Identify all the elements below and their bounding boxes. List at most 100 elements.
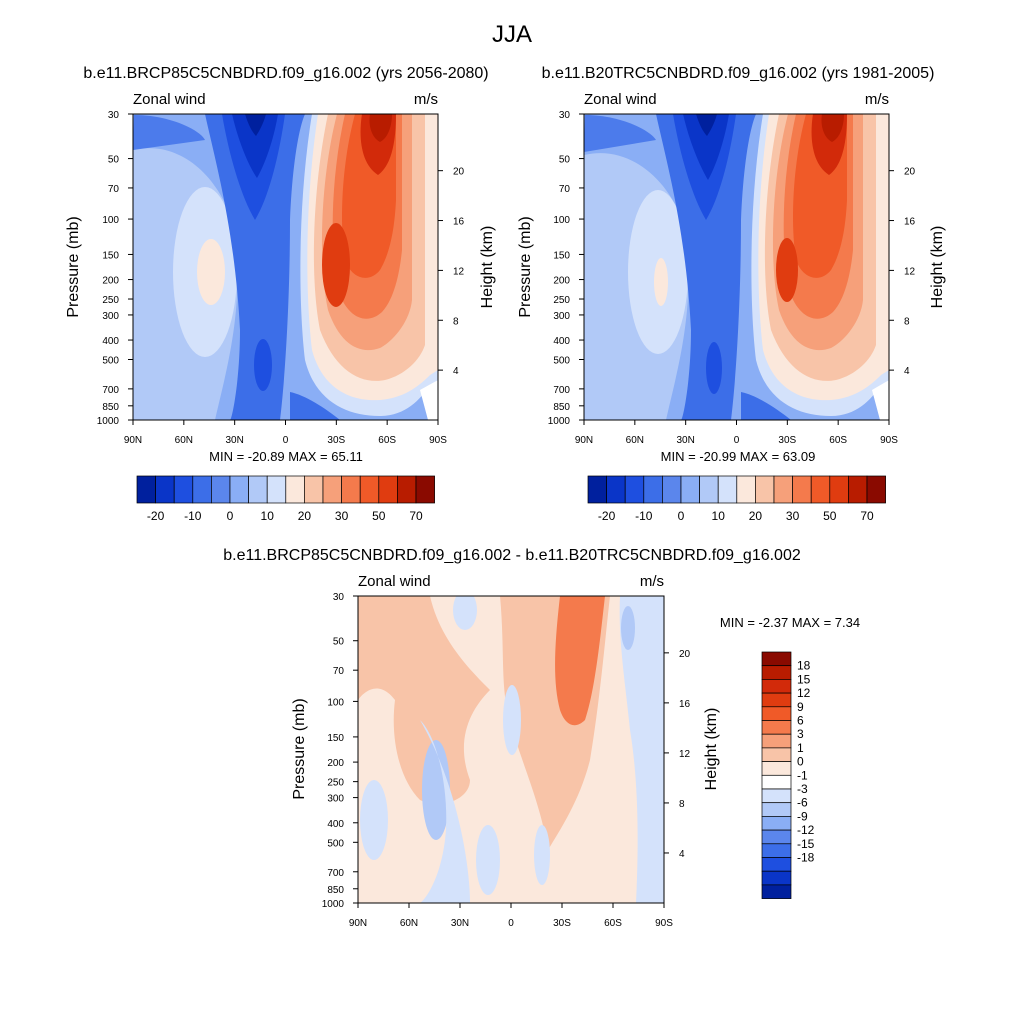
colorbar-swatch	[717, 475, 738, 504]
panel-2-pressure-ticks: 30 50 70 100 150 200 250 300 400 500 700 850 1000	[548, 110, 584, 427]
colorbar-swatch	[266, 475, 287, 504]
colorbar-swatch	[699, 475, 719, 504]
pressure-tick-label: 700	[102, 385, 119, 396]
colorbar-swatch	[229, 475, 249, 504]
colorbar-label: 20	[298, 509, 312, 523]
latitude-tick-label: 30S	[778, 435, 796, 446]
colorbar-swatch	[643, 475, 663, 504]
height-tick-label: 16	[679, 699, 691, 710]
colorbar-swatch	[248, 475, 268, 504]
page-title: JJA	[492, 21, 532, 48]
height-tick-label: 16	[904, 217, 916, 228]
colorbar-swatch	[304, 475, 324, 504]
colorbar-swatch	[761, 857, 792, 872]
colorbar-label: 0	[678, 509, 685, 523]
colorbar-label: 70	[860, 509, 874, 523]
colorbar-label: -1	[797, 768, 808, 782]
pressure-tick-label: 400	[553, 336, 570, 347]
colorbar-label: -9	[797, 809, 808, 823]
height-tick-label: 20	[904, 167, 916, 178]
latitude-tick-label: 90N	[349, 918, 367, 929]
pressure-tick-label: 150	[102, 250, 119, 261]
latitude-tick-label: 90N	[575, 435, 593, 446]
height-tick-label: 12	[904, 266, 916, 277]
panel-2-ylabel: Pressure (mb)	[517, 216, 534, 317]
latitude-tick-label: 90N	[124, 435, 142, 446]
pressure-tick-label: 30	[559, 110, 571, 121]
colorbar-label: -18	[797, 851, 815, 865]
pressure-tick-label: 500	[102, 356, 119, 367]
colorbar-swatch	[792, 475, 812, 504]
colorbar-swatch	[136, 475, 156, 504]
panel-3-pressure-ticks: 30 50 70 100 150 200 250 300 400 500 700 850 1000	[322, 592, 358, 910]
panel-3: b.e11.BRCP85C5CNBDRD.f09_g16.002 - b.e11…	[223, 547, 860, 929]
pressure-tick-label: 50	[559, 155, 571, 166]
latitude-tick-label: 60S	[378, 435, 396, 446]
panel-3-contours	[358, 596, 664, 903]
colorbar-swatch	[755, 475, 775, 504]
colorbar-swatch	[761, 679, 792, 694]
colorbar-swatch	[848, 475, 868, 504]
panel-1: b.e11.BRCP85C5CNBDRD.f09_g16.002 (yrs 20…	[65, 65, 496, 523]
colorbar-swatch	[155, 475, 175, 504]
colorbar-swatch	[761, 870, 792, 886]
panel-1-min-max: MIN = -20.89 MAX = 65.11	[209, 449, 363, 464]
height-tick-label: 16	[453, 217, 465, 228]
pressure-tick-label: 500	[553, 356, 570, 367]
panel-3-lat-ticks: 90N 60N 30N 0 30S 60S 90S	[349, 903, 673, 929]
colorbar-label: 50	[823, 509, 837, 523]
panel-3-right-label: m/s	[640, 573, 664, 590]
pressure-tick-label: 70	[108, 184, 120, 195]
pressure-tick-label: 850	[102, 402, 119, 413]
colorbar-swatch	[173, 475, 194, 504]
height-tick-label: 4	[453, 366, 459, 377]
panel-3-title: b.e11.BRCP85C5CNBDRD.f09_g16.002 - b.e11…	[223, 547, 801, 564]
colorbar-label: -3	[797, 782, 808, 796]
colorbar-swatch	[606, 475, 626, 504]
colorbar-swatch	[761, 761, 792, 776]
pressure-tick-label: 400	[327, 819, 344, 830]
pressure-tick-label: 400	[102, 336, 119, 347]
colorbar-label: -20	[598, 509, 616, 523]
colorbar-swatch	[761, 843, 792, 858]
latitude-tick-label: 30N	[225, 435, 243, 446]
colorbar-swatch	[829, 475, 849, 504]
pressure-tick-label: 250	[553, 295, 570, 306]
colorbar-label: -6	[797, 796, 808, 810]
height-tick-label: 12	[453, 266, 465, 277]
colorbar-swatch	[761, 733, 792, 749]
colorbar-label: 10	[712, 509, 726, 523]
colorbar-swatch	[761, 692, 792, 708]
pressure-tick-label: 850	[553, 402, 570, 413]
panel-2-height-ticks: 4 8 12 16 20	[889, 167, 916, 377]
pressure-tick-label: 200	[102, 276, 119, 287]
latitude-tick-label: 60N	[175, 435, 193, 446]
pressure-tick-label: 1000	[97, 416, 120, 427]
pressure-tick-label: 250	[327, 778, 344, 789]
colorbar-label: 15	[797, 672, 811, 686]
latitude-tick-label: 30S	[327, 435, 345, 446]
latitude-tick-label: 60N	[626, 435, 644, 446]
pressure-tick-label: 700	[553, 385, 570, 396]
pressure-tick-label: 50	[108, 155, 120, 166]
latitude-tick-label: 0	[734, 435, 740, 446]
pressure-tick-label: 850	[327, 885, 344, 896]
pressure-tick-label: 250	[102, 295, 119, 306]
latitude-tick-label: 60S	[829, 435, 847, 446]
colorbar-swatch	[761, 706, 792, 721]
colorbar-swatch	[736, 475, 756, 504]
panel-2-lat-ticks: 90N 60N 30N 0 30S 60S 90S	[575, 420, 898, 446]
colorbar-swatch	[624, 475, 645, 504]
colorbar-swatch	[761, 816, 792, 831]
colorbar-label: 30	[786, 509, 800, 523]
colorbar-swatch	[761, 884, 792, 899]
colorbar-swatch	[680, 475, 700, 504]
panel-3-height-ticks: 4 8 12 16 20	[664, 649, 691, 860]
height-tick-label: 12	[679, 749, 691, 760]
colorbar-swatch	[866, 475, 886, 504]
panel-2-colorbar: -20 -10 0 10 20 30 50 70	[587, 475, 886, 523]
pressure-tick-label: 200	[553, 276, 570, 287]
latitude-tick-label: 60N	[400, 918, 418, 929]
